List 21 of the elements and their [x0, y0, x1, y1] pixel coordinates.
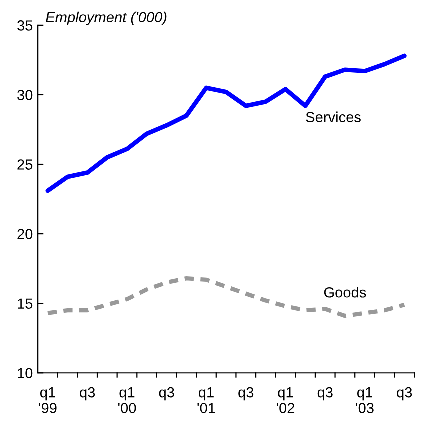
series-label: Services [306, 112, 361, 123]
y-tick-label: 10 [18, 368, 33, 379]
x-tick-label: q3 [318, 387, 333, 401]
y-tick-label: 20 [18, 229, 33, 240]
y-tick-label: 25 [18, 160, 33, 170]
x-tick-label: q1 '02 [276, 388, 295, 414]
x-tick-label: q1 '03 [356, 388, 374, 414]
y-tick-label: 30 [18, 90, 33, 100]
x-tick-label: q3 [238, 387, 254, 401]
series-label: Goods [324, 287, 366, 298]
y-tick-label: 35 [18, 20, 33, 31]
x-tick-label: q3 [397, 387, 412, 401]
x-tick-label: q1 '00 [118, 388, 136, 414]
x-tick-label: q1 '01 [198, 388, 216, 414]
chart-title: Employment ('000) [46, 12, 167, 26]
x-tick-label: q1 '99 [39, 388, 57, 414]
y-tick-label: 15 [18, 298, 33, 310]
x-tick-label: q3 [80, 387, 96, 401]
line-series [46, 54, 407, 194]
x-tick-label: q3 [159, 387, 174, 401]
line-series [46, 276, 407, 318]
